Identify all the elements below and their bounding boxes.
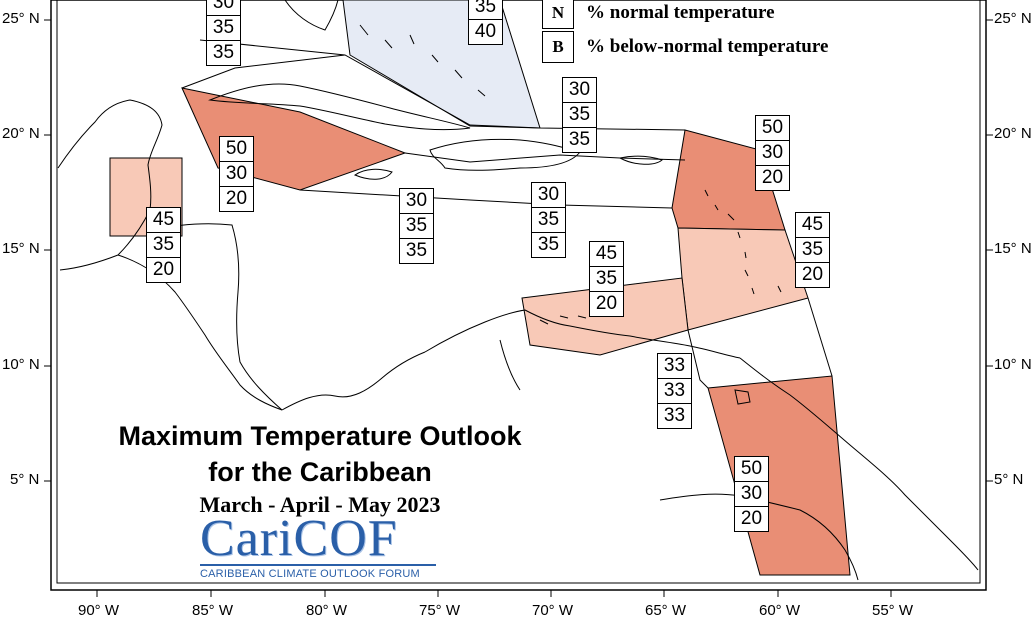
map-title-line2: for the Caribbean [208,457,432,487]
prob-above: 30 [207,0,240,16]
forecast-box-leeward-islands: 50 30 20 [755,115,790,191]
season-subtitle: March - April - May 2023 [199,492,441,517]
prob-normal: 33 [658,379,691,404]
prob-below: 20 [225,188,248,209]
map-inner-frame [56,0,981,584]
legend-key-normal: N [542,0,574,29]
prob-normal: 30 [735,482,768,507]
forecast-box-windward-islands: 45 35 20 [795,212,830,288]
prob-normal: 35 [532,208,565,233]
lat-label-25n-right: 25° N [994,10,1032,27]
lat-label-15n-right: 15° N [994,240,1032,257]
prob-above: 30 [532,183,565,208]
lon-label-75w: 75° W [419,602,461,619]
prob-below: 35 [568,129,591,150]
prob-normal: 35 [147,233,180,258]
forecast-box-florida-straits: 30 35 35 [206,0,241,66]
prob-normal: 35 [590,267,623,292]
legend-key-below: B [542,31,574,63]
prob-above: 45 [147,208,180,233]
lon-label-70w: 70° W [532,602,574,619]
lat-label-20n-left: 20° N [2,125,40,142]
prob-below: 33 [663,405,686,426]
forecast-box-western-cuba: 50 30 20 [219,136,254,212]
caricof-logo-subtitle: CARIBBEAN CLIMATE OUTLOOK FORUM [200,568,420,580]
prob-normal: 35 [563,103,596,128]
lon-label-65w: 65° W [645,602,687,619]
lon-label-90w: 90° W [78,602,120,619]
logo-rule [200,564,436,566]
prob-below: 20 [801,264,824,285]
prob-normal: 30 [756,141,789,166]
prob-normal: 30 [220,162,253,187]
prob-below: 20 [761,167,784,188]
prob-below: 35 [405,240,428,261]
forecast-box-guianas: 50 30 20 [734,456,769,532]
forecast-box-hispaniola: 30 35 35 [531,182,566,258]
caricof-logo-wordmark: CariCOF [200,510,398,567]
prob-normal: 35 [207,16,240,41]
caricof-logo: CariCOF CARIBBEAN CLIMATE OUTLOOK FORUM [200,510,436,580]
prob-below: 20 [740,508,763,529]
lon-label-60w: 60° W [759,602,801,619]
lon-label-80w: 80° W [306,602,348,619]
prob-above: 50 [220,137,253,162]
coastlines [57,0,979,581]
legend: N % normal temperature B % below-normal … [542,0,828,64]
prob-below: 35 [537,234,560,255]
legend-text-normal: % normal temperature [586,2,775,23]
map-title-block: Maximum Temperature Outlook for the Cari… [80,418,560,518]
prob-above: 30 [400,189,433,214]
lat-label-10n-right: 10° N [994,356,1032,373]
lon-label-55w: 55° W [872,602,914,619]
lat-label-15n-left: 15° N [2,240,40,257]
prob-below: 40 [474,21,497,42]
prob-below: 20 [152,259,175,280]
lat-label-20n-right: 20° N [994,125,1032,142]
lat-label-5n-right: 5° N [994,471,1024,488]
prob-above: 50 [735,457,768,482]
prob-above: 50 [756,116,789,141]
prob-above: 33 [658,354,691,379]
prob-normal: 35 [469,0,502,20]
axis-ticks [44,19,993,597]
forecast-box-bahamas: 35 40 [468,0,503,45]
prob-above: 45 [590,242,623,267]
prob-below: 35 [212,42,235,63]
lat-label-10n-left: 10° N [2,356,40,373]
lat-label-5n-left: 5° N [10,471,40,488]
prob-normal: 35 [796,238,829,263]
zone-windward-islands [677,227,809,331]
prob-normal: 35 [400,214,433,239]
forecast-box-trinidad: 33 33 33 [657,353,692,429]
legend-row-below: B % below-normal temperature [542,30,828,64]
forecast-box-abc-islands: 45 35 20 [589,241,624,317]
forecast-box-jamaica: 30 35 35 [399,188,434,264]
prob-below: 20 [595,293,618,314]
legend-row-normal: N % normal temperature [542,0,828,30]
prob-above: 30 [563,78,596,103]
map-title-line1: Maximum Temperature Outlook [118,421,522,451]
lat-label-25n-left: 25° N [2,10,40,27]
prob-above: 45 [796,213,829,238]
legend-text-below: % below-normal temperature [586,36,829,57]
forecast-box-turks-caicos: 30 35 35 [562,77,597,153]
forecast-box-belize: 45 35 20 [146,207,181,283]
lon-label-85w: 85° W [192,602,234,619]
